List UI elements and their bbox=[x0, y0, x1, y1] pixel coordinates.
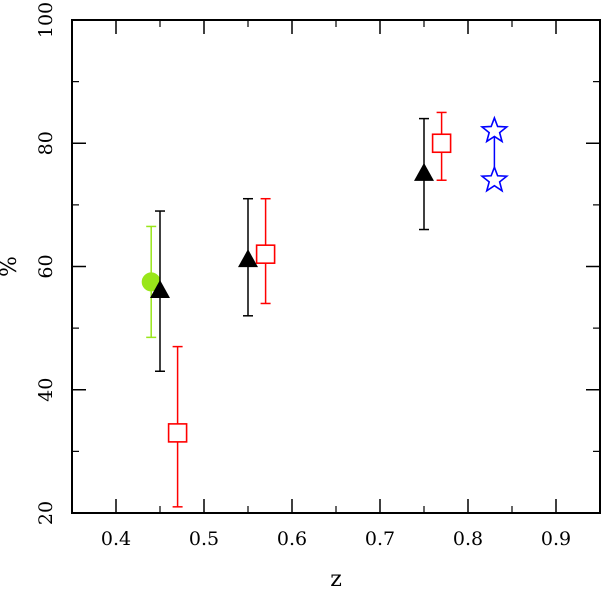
y-tick-label: 20 bbox=[35, 501, 57, 525]
x-tick-label: 0.4 bbox=[101, 528, 131, 550]
x-tick-label: 0.9 bbox=[541, 528, 571, 550]
triangle-point bbox=[238, 249, 258, 268]
square-point bbox=[255, 244, 276, 264]
axis-ticks bbox=[71, 19, 601, 514]
x-tick-label: 0.5 bbox=[189, 528, 219, 550]
y-tick-label: 40 bbox=[35, 378, 57, 402]
x-tick-label: 0.7 bbox=[365, 528, 395, 550]
axis-tick-labels: 0.4 0.5 0.6 0.7 0.8 0.9 20 40 60 80 100 bbox=[35, 2, 571, 550]
triangle-point bbox=[414, 162, 434, 181]
y-tick-label: 100 bbox=[35, 2, 57, 38]
square-point bbox=[167, 423, 188, 443]
star-point bbox=[479, 115, 509, 144]
y-tick-label: 60 bbox=[35, 254, 57, 278]
data-marks bbox=[141, 111, 509, 508]
y-tick-label: 80 bbox=[35, 131, 57, 155]
square-point bbox=[431, 133, 452, 154]
triangle-point bbox=[150, 279, 170, 298]
x-tick-label: 0.8 bbox=[453, 528, 483, 550]
x-axis-label: z bbox=[330, 567, 342, 592]
x-tick-label: 0.6 bbox=[277, 528, 307, 550]
y-axis-label: % bbox=[0, 256, 22, 277]
star-point bbox=[479, 164, 509, 193]
